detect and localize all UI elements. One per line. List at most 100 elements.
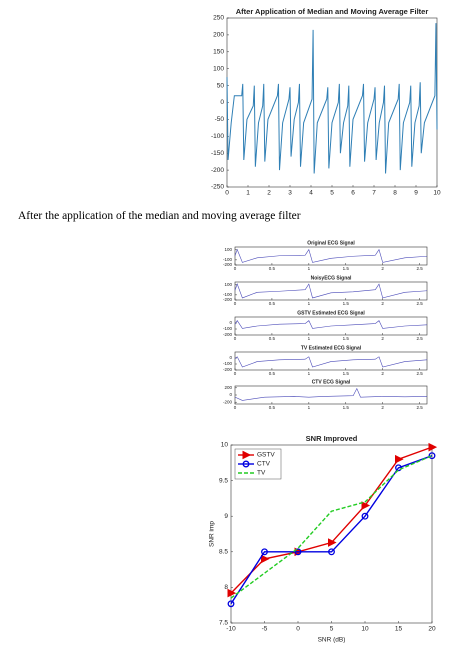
x-tick-label: 0 xyxy=(296,626,300,633)
x-tick-label: 5 xyxy=(330,626,334,633)
data-line xyxy=(226,23,438,174)
x-tick-label: 1.5 xyxy=(343,266,350,271)
x-tick-label: 4 xyxy=(309,190,313,197)
x-tick-label: 0 xyxy=(234,336,237,341)
data-point xyxy=(261,554,270,564)
x-tick-label: 1 xyxy=(308,371,311,376)
x-tick-label: 2 xyxy=(381,336,384,341)
data-point xyxy=(261,548,268,556)
chart-title: SNR Improved xyxy=(306,434,358,443)
x-tick-label: -10 xyxy=(226,626,236,633)
legend-label: TV xyxy=(257,470,266,477)
x-tick-label: 2 xyxy=(381,301,384,306)
data-point xyxy=(428,452,436,460)
data-line xyxy=(234,283,428,299)
x-tick-label: 2 xyxy=(381,371,384,376)
data-point xyxy=(395,454,404,464)
data-line xyxy=(234,320,428,329)
data-point xyxy=(361,512,369,520)
data-point xyxy=(328,548,335,556)
y-tick-label: -200 xyxy=(223,399,233,404)
y-tick-label: 250 xyxy=(213,15,224,22)
y-tick-label: 0 xyxy=(229,355,232,360)
plot-frame xyxy=(234,246,428,266)
y-tick-label: 100 xyxy=(224,247,232,252)
legend-label: CTV xyxy=(257,461,271,468)
x-tick-label: 1.5 xyxy=(343,336,350,341)
plot-frame xyxy=(234,385,428,405)
y-tick-label: -100 xyxy=(223,257,233,262)
x-tick-label: 3 xyxy=(288,190,292,197)
x-tick-label: 0 xyxy=(225,190,229,197)
x-tick-label: 2.5 xyxy=(416,405,423,410)
y-tick-label: 200 xyxy=(213,32,224,39)
legend-marker xyxy=(242,460,250,468)
x-tick-label: 0.5 xyxy=(269,371,276,376)
y-tick-label: -50 xyxy=(215,116,225,123)
x-tick-label: 1 xyxy=(308,301,311,306)
y-tick-label: -200 xyxy=(223,262,233,267)
y-tick-label: 0 xyxy=(229,392,232,397)
x-tick-label: 10 xyxy=(361,626,369,633)
chart-title: GSTV Estimated ECG Signal xyxy=(297,310,365,316)
chart-title: Original ECG Signal xyxy=(307,240,355,246)
x-tick-label: 9 xyxy=(414,190,418,197)
data-point xyxy=(395,464,402,472)
x-tick-label: 0.5 xyxy=(269,336,276,341)
x-tick-label: 1.5 xyxy=(343,371,350,376)
y-axis-label: SNR imp xyxy=(209,521,216,547)
y-tick-label: 9 xyxy=(224,513,228,520)
chart-title: After Application of Median and Moving A… xyxy=(236,7,429,16)
y-tick-label: 100 xyxy=(224,282,232,287)
y-tick-label: -100 xyxy=(223,326,233,331)
x-tick-label: 0 xyxy=(234,405,237,410)
x-tick-label: 7 xyxy=(372,190,376,197)
x-tick-label: 0 xyxy=(234,301,237,306)
plot-frame xyxy=(226,17,438,188)
y-tick-label: -200 xyxy=(223,332,233,337)
x-tick-label: 0 xyxy=(234,371,237,376)
x-tick-label: 1 xyxy=(308,266,311,271)
x-tick-label: 0.5 xyxy=(269,301,276,306)
x-tick-label: -5 xyxy=(262,626,268,633)
x-tick-label: 8 xyxy=(393,190,397,197)
y-tick-label: 0 xyxy=(220,99,224,106)
data-line xyxy=(234,387,428,401)
data-point xyxy=(328,538,337,547)
x-tick-label: 1.5 xyxy=(343,301,350,306)
y-tick-label: -100 xyxy=(223,292,233,297)
data-point xyxy=(361,501,371,510)
data-line xyxy=(230,455,433,605)
x-tick-label: 15 xyxy=(395,626,403,633)
x-tick-label: 1 xyxy=(308,336,311,341)
plot-frame xyxy=(234,281,428,301)
chart-title: TV Estimated ECG Signal xyxy=(301,345,362,351)
y-tick-label: -200 xyxy=(223,297,233,302)
y-tick-label: 8 xyxy=(224,584,228,591)
x-tick-label: 2.5 xyxy=(416,266,423,271)
y-tick-label: 0 xyxy=(229,320,232,325)
x-tick-label: 1.5 xyxy=(343,405,350,410)
y-tick-label: -200 xyxy=(223,367,233,372)
y-tick-label: 150 xyxy=(213,49,224,56)
x-tick-label: 5 xyxy=(330,190,334,197)
y-tick-label: 200 xyxy=(224,385,232,390)
x-tick-label: 0 xyxy=(234,266,237,271)
y-tick-label: 10 xyxy=(221,442,229,449)
x-tick-label: 1 xyxy=(308,405,311,410)
y-tick-label: -250 xyxy=(211,184,224,191)
data-line xyxy=(234,356,428,368)
x-tick-label: 0.5 xyxy=(269,266,276,271)
x-tick-label: 2.5 xyxy=(416,301,423,306)
x-tick-label: 1 xyxy=(246,190,250,197)
x-tick-label: 6 xyxy=(351,190,355,197)
x-tick-label: 2 xyxy=(267,190,271,197)
data-point xyxy=(428,442,438,452)
x-tick-label: 2.5 xyxy=(416,336,423,341)
data-point xyxy=(294,548,302,556)
y-tick-label: 50 xyxy=(217,82,225,89)
chart-title: CTV ECG Signal xyxy=(312,379,351,385)
legend-marker xyxy=(242,450,252,460)
